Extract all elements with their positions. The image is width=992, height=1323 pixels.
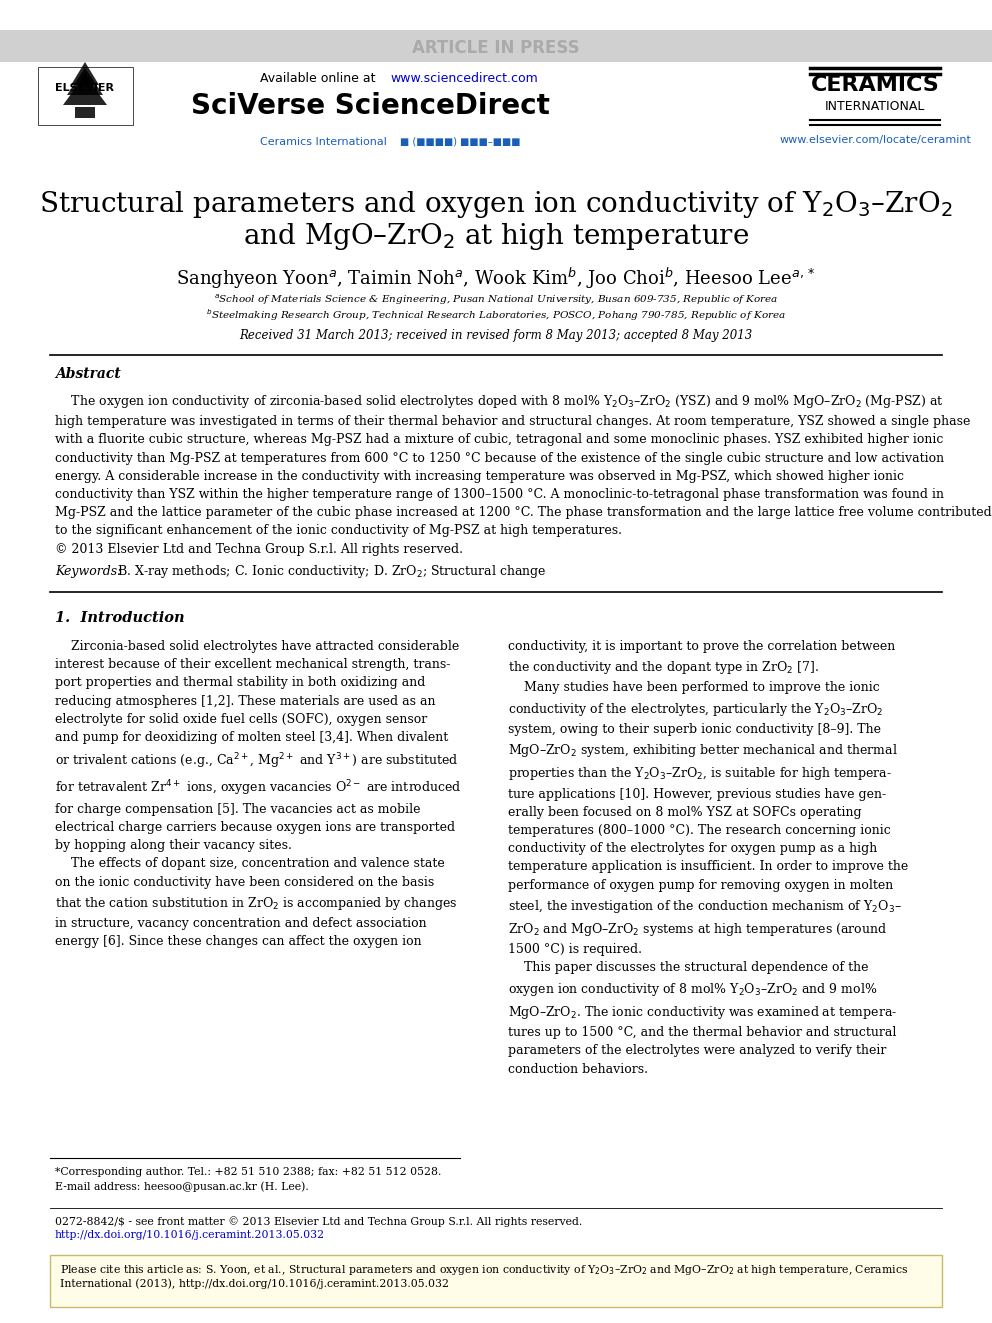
Text: Sanghyeon Yoon$^a$, Taimin Noh$^a$, Wook Kim$^b$, Joo Choi$^b$, Heesoo Lee$^{a,*: Sanghyeon Yoon$^a$, Taimin Noh$^a$, Wook…	[176, 266, 816, 291]
Bar	[50, 1256, 942, 1307]
Text: E-mail address: heesoo@pusan.ac.kr (H. Lee).: E-mail address: heesoo@pusan.ac.kr (H. L…	[55, 1181, 309, 1192]
Polygon shape	[67, 67, 103, 95]
Text: http://dx.doi.org/10.1016/j.ceramint.2013.05.032: http://dx.doi.org/10.1016/j.ceramint.201…	[55, 1230, 325, 1240]
Text: www.elsevier.com/locate/ceramint: www.elsevier.com/locate/ceramint	[779, 135, 971, 146]
Text: Available online at: Available online at	[260, 71, 380, 85]
Text: *Corresponding author. Tel.: +82 51 510 2388; fax: +82 51 512 0528.: *Corresponding author. Tel.: +82 51 510 …	[55, 1167, 441, 1177]
Text: SciVerse ScienceDirect: SciVerse ScienceDirect	[190, 93, 550, 120]
Bar	[0, 30, 992, 62]
Text: CERAMICS: CERAMICS	[810, 75, 939, 95]
Text: 0272-8842/$ - see front matter © 2013 Elsevier Ltd and Techna Group S.r.l. All r: 0272-8842/$ - see front matter © 2013 El…	[55, 1216, 582, 1226]
Text: ■ (■■■■) ■■■–■■■: ■ (■■■■) ■■■–■■■	[400, 138, 521, 147]
Text: Please cite this article as: S. Yoon, et al., Structural parameters and oxygen i: Please cite this article as: S. Yoon, et…	[60, 1263, 909, 1277]
Text: Structural parameters and oxygen ion conductivity of Y$_2$O$_3$–ZrO$_2$: Structural parameters and oxygen ion con…	[40, 189, 952, 221]
Polygon shape	[71, 62, 99, 85]
Text: conductivity, it is important to prove the correlation between
the conductivity : conductivity, it is important to prove t…	[508, 640, 909, 1076]
Polygon shape	[63, 75, 107, 105]
Text: $^b$Steelmaking Research Group, Technical Research Laboratories, POSCO, Pohang 7: $^b$Steelmaking Research Group, Technica…	[206, 307, 786, 323]
Text: Keywords:: Keywords:	[55, 565, 121, 578]
Text: Zirconia-based solid electrolytes have attracted considerable
interest because o: Zirconia-based solid electrolytes have a…	[55, 640, 461, 949]
Polygon shape	[75, 107, 95, 118]
Text: and MgO–ZrO$_2$ at high temperature: and MgO–ZrO$_2$ at high temperature	[243, 221, 749, 253]
Text: Abstract: Abstract	[55, 366, 121, 381]
Text: B. X-ray methods; C. Ionic conductivity; D. ZrO$_2$; Structural change: B. X-ray methods; C. Ionic conductivity;…	[117, 564, 547, 581]
Text: www.sciencedirect.com: www.sciencedirect.com	[390, 71, 538, 85]
Text: The oxygen ion conductivity of zirconia-based solid electrolytes doped with 8 mo: The oxygen ion conductivity of zirconia-…	[55, 393, 992, 556]
Text: Ceramics International: Ceramics International	[260, 138, 387, 147]
Bar	[38, 67, 133, 124]
Text: Received 31 March 2013; received in revised form 8 May 2013; accepted 8 May 2013: Received 31 March 2013; received in revi…	[239, 329, 753, 343]
Text: $^a$School of Materials Science & Engineering, Pusan National University, Busan : $^a$School of Materials Science & Engine…	[214, 292, 778, 307]
Text: International (2013), http://dx.doi.org/10.1016/j.ceramint.2013.05.032: International (2013), http://dx.doi.org/…	[60, 1278, 449, 1289]
Text: ARTICLE IN PRESS: ARTICLE IN PRESS	[413, 38, 579, 57]
Text: ELSEVIER: ELSEVIER	[56, 83, 114, 93]
Text: INTERNATIONAL: INTERNATIONAL	[824, 99, 926, 112]
Text: 1.  Introduction: 1. Introduction	[55, 611, 185, 624]
